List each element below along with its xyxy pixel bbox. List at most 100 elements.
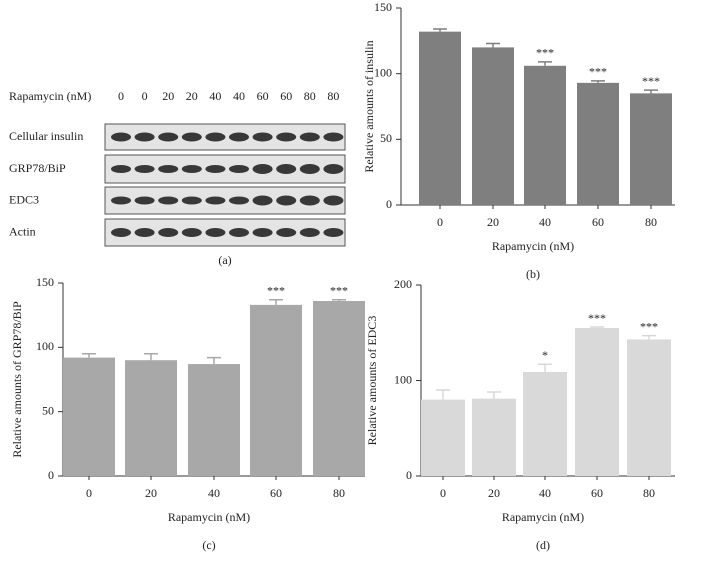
blot-band bbox=[299, 228, 320, 237]
significance: * bbox=[542, 348, 548, 362]
blot-band bbox=[181, 165, 202, 173]
blot-band bbox=[299, 164, 320, 174]
lane-label: 40 bbox=[209, 89, 221, 103]
row-label: Actin bbox=[9, 224, 36, 238]
blot-band bbox=[252, 132, 273, 142]
panel-label: (c) bbox=[202, 538, 215, 552]
blot-band bbox=[229, 196, 249, 205]
bar bbox=[419, 31, 461, 205]
blot-band bbox=[229, 132, 249, 142]
bar bbox=[627, 339, 671, 476]
significance: *** bbox=[642, 74, 660, 88]
blot-band bbox=[134, 228, 155, 237]
bar bbox=[250, 304, 302, 476]
x-tick-label: 60 bbox=[592, 215, 604, 229]
error-bar bbox=[591, 80, 605, 83]
blot-band bbox=[158, 196, 179, 205]
lane-label: 0 bbox=[118, 89, 124, 103]
error-bar bbox=[642, 334, 656, 340]
bar bbox=[421, 399, 465, 476]
blot-band bbox=[323, 228, 344, 237]
blot-band bbox=[181, 132, 202, 142]
row-label: EDC3 bbox=[9, 192, 39, 206]
lane-label: 80 bbox=[327, 89, 339, 103]
blot-band bbox=[205, 165, 226, 173]
blot-band bbox=[134, 165, 155, 173]
blot-band bbox=[276, 164, 297, 174]
lane-label: 60 bbox=[280, 89, 292, 103]
lane-label: 80 bbox=[304, 89, 316, 103]
blot-band bbox=[181, 228, 202, 237]
lane-label: 60 bbox=[257, 89, 269, 103]
x-tick-label: 40 bbox=[539, 215, 551, 229]
y-axis-label: Relative amounts of EDC3 bbox=[365, 316, 379, 446]
x-axis-label: Rapamycin (nM) bbox=[492, 239, 574, 253]
row-label: GRP78/BiP bbox=[9, 161, 66, 175]
blot-band bbox=[134, 196, 155, 205]
blot-band bbox=[252, 195, 273, 206]
error-bar bbox=[269, 298, 283, 305]
bar bbox=[472, 398, 516, 476]
bar bbox=[125, 360, 177, 476]
panel-label: (d) bbox=[536, 538, 550, 552]
blot-band bbox=[229, 165, 249, 173]
x-tick-label: 20 bbox=[145, 486, 157, 500]
y-tick-label: 100 bbox=[36, 339, 54, 353]
error-bar bbox=[538, 363, 552, 372]
x-tick-label: 20 bbox=[488, 486, 500, 500]
lane-label: 20 bbox=[162, 89, 174, 103]
significance: *** bbox=[589, 65, 607, 79]
blot-band bbox=[323, 195, 344, 206]
blot-band bbox=[323, 132, 344, 142]
error-bar bbox=[82, 353, 96, 358]
y-tick-label: 150 bbox=[374, 0, 392, 14]
error-bar bbox=[644, 89, 658, 94]
bar bbox=[575, 327, 619, 476]
y-tick-label: 50 bbox=[42, 403, 54, 417]
blot-band bbox=[252, 164, 273, 174]
error-bar bbox=[538, 61, 552, 66]
lane-label: 40 bbox=[233, 89, 245, 103]
blot-band bbox=[276, 195, 297, 206]
blot-band bbox=[323, 164, 344, 174]
blot-band bbox=[205, 132, 226, 142]
y-tick-label: 0 bbox=[406, 468, 412, 482]
significance: *** bbox=[640, 319, 658, 333]
x-axis-label: Rapamycin (nM) bbox=[168, 510, 250, 524]
y-tick-label: 100 bbox=[374, 65, 392, 79]
error-bar bbox=[590, 326, 604, 328]
bar bbox=[63, 357, 115, 476]
x-tick-label: 60 bbox=[270, 486, 282, 500]
significance: *** bbox=[330, 283, 348, 297]
blot-band bbox=[252, 228, 273, 237]
x-tick-label: 0 bbox=[440, 486, 446, 500]
blot-band bbox=[134, 132, 155, 142]
bar bbox=[630, 93, 672, 205]
y-axis-label: Relative amounts of GRP78/BiP bbox=[10, 301, 24, 458]
x-tick-label: 80 bbox=[645, 215, 657, 229]
bar bbox=[313, 301, 365, 476]
x-tick-label: 40 bbox=[539, 486, 551, 500]
bar bbox=[472, 47, 514, 206]
blot-band bbox=[181, 196, 202, 205]
blot-band bbox=[276, 132, 297, 142]
panel-label: (a) bbox=[218, 253, 231, 267]
x-tick-label: 60 bbox=[591, 486, 603, 500]
x-tick-label: 80 bbox=[333, 486, 345, 500]
y-tick-label: 0 bbox=[386, 197, 392, 211]
x-tick-label: 20 bbox=[487, 215, 499, 229]
bar bbox=[523, 371, 567, 476]
error-bar bbox=[487, 391, 501, 399]
blot-band bbox=[205, 196, 226, 205]
error-bar bbox=[144, 353, 158, 361]
blot-band bbox=[158, 165, 179, 173]
y-tick-label: 150 bbox=[36, 275, 54, 289]
blot-band bbox=[299, 132, 320, 142]
error-bar bbox=[436, 389, 450, 400]
blot-band bbox=[111, 132, 131, 142]
error-bar bbox=[433, 28, 447, 32]
blot-band bbox=[276, 228, 297, 237]
row-label: Cellular insulin bbox=[9, 129, 83, 143]
x-tick-label: 0 bbox=[86, 486, 92, 500]
